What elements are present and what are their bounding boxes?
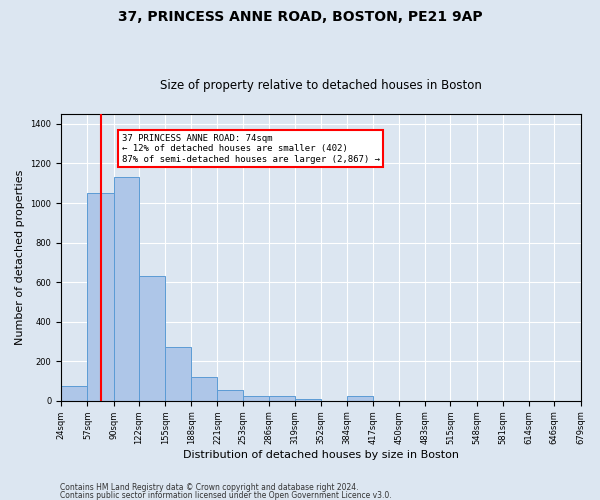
X-axis label: Distribution of detached houses by size in Boston: Distribution of detached houses by size … bbox=[183, 450, 459, 460]
Bar bbox=[217, 390, 243, 401]
Text: Contains public sector information licensed under the Open Government Licence v3: Contains public sector information licen… bbox=[60, 490, 392, 500]
Bar bbox=[269, 396, 295, 401]
Bar bbox=[165, 348, 191, 401]
Bar bbox=[113, 178, 139, 401]
Bar bbox=[243, 396, 269, 401]
Bar bbox=[88, 193, 113, 401]
Bar bbox=[295, 399, 321, 401]
Bar bbox=[347, 396, 373, 401]
Text: 37, PRINCESS ANNE ROAD, BOSTON, PE21 9AP: 37, PRINCESS ANNE ROAD, BOSTON, PE21 9AP bbox=[118, 10, 482, 24]
Y-axis label: Number of detached properties: Number of detached properties bbox=[15, 170, 25, 345]
Bar bbox=[139, 276, 165, 401]
Bar bbox=[191, 377, 217, 401]
Bar bbox=[61, 386, 88, 401]
Text: 37 PRINCESS ANNE ROAD: 74sqm
← 12% of detached houses are smaller (402)
87% of s: 37 PRINCESS ANNE ROAD: 74sqm ← 12% of de… bbox=[122, 134, 380, 164]
Text: Contains HM Land Registry data © Crown copyright and database right 2024.: Contains HM Land Registry data © Crown c… bbox=[60, 484, 359, 492]
Title: Size of property relative to detached houses in Boston: Size of property relative to detached ho… bbox=[160, 79, 482, 92]
